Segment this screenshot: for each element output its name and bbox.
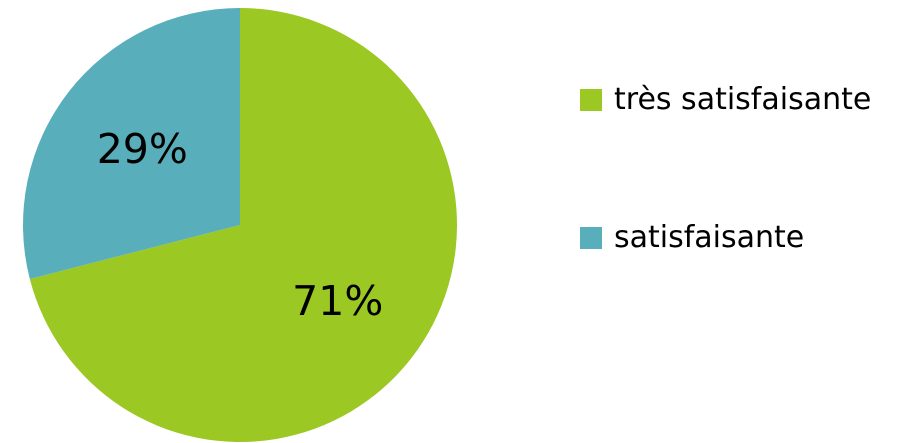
legend-swatch-satisfaisante xyxy=(580,227,602,249)
legend-item-satisfaisante: satisfaisante xyxy=(580,218,804,258)
legend-label-satisfaisante: satisfaisante xyxy=(614,220,805,255)
pie-slice-tres-satisfaisante xyxy=(29,8,458,443)
pie-data-labels: 71% 29% xyxy=(97,125,384,325)
legend-swatch-tres-satisfaisante xyxy=(580,89,602,111)
legend-item-tres-satisfaisante: très satisfaisante xyxy=(580,80,871,120)
pie-slices xyxy=(22,8,458,443)
legend-label-tres-satisfaisante: très satisfaisante xyxy=(614,82,872,117)
pie-slice-satisfaisante xyxy=(22,8,241,279)
data-label-tres-satisfaisante: 71% xyxy=(292,277,383,325)
data-label-satisfaisante: 29% xyxy=(97,125,188,173)
